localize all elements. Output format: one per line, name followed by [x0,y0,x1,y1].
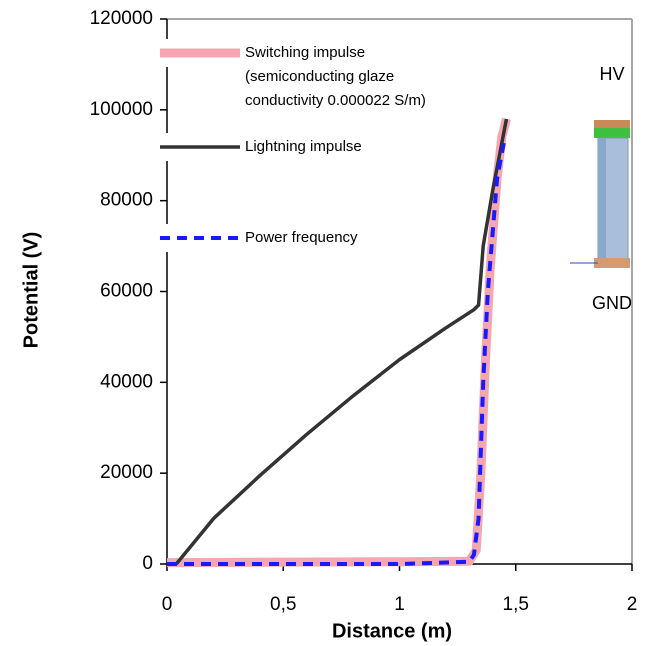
x-tick-label: 0 [162,594,173,615]
y-tick-label: 80000 [100,190,153,211]
y-tick-label: 0 [142,553,153,574]
y-tick-label: 40000 [100,371,153,392]
y-tick-label: 20000 [100,462,153,483]
legend-label: Switching impulse (semiconducting glaze … [245,41,445,113]
y-tick-label: 120000 [90,8,153,29]
x-tick-label: 1 [394,594,405,615]
series-line [174,118,509,566]
insulator-shade [598,138,606,260]
legend-label: Power frequency [245,226,445,250]
bottom-fitting [594,258,630,268]
annotation: HV [599,64,624,84]
y-tick-label: 60000 [100,281,153,302]
annotation: GND [592,293,632,313]
insulator-icon [570,120,630,268]
legend-label: Lightning impulse [245,135,445,159]
series-line [167,141,507,566]
x-tick-label: 2 [627,594,638,615]
x-tick-label: 1,5 [503,594,529,615]
y-tick-label: 100000 [90,99,153,120]
x-axis-label: Distance (m) [332,620,452,642]
top-cap [594,128,630,138]
plot-area [160,18,633,571]
series-line [166,117,511,568]
y-axis-label: Potential (V) [20,232,42,349]
top-fitting [594,120,630,130]
x-tick-label: 0,5 [270,594,296,615]
